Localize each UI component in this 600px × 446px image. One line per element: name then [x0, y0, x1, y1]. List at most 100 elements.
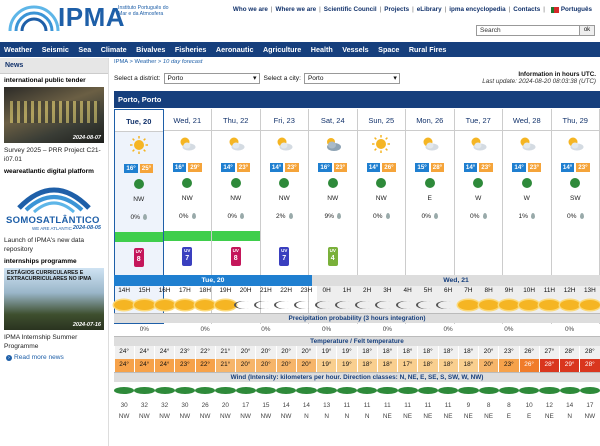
wind-arrow-icon	[133, 179, 144, 189]
hourly-day-row: Tue, 20 Wed, 21	[114, 275, 600, 286]
nav-agriculture[interactable]: Agriculture	[262, 45, 302, 54]
hourly-wind-dir: NW	[240, 413, 251, 420]
update-info: Information in hours UTC. Last update: 2…	[482, 71, 596, 85]
link-who-we-are[interactable]: Who we are	[232, 6, 268, 13]
search-ok-button[interactable]: ok	[579, 25, 595, 36]
hourly-wind-dir: NW	[118, 413, 130, 420]
news-image[interactable]: ESTÁGIOS CURRICULARES E EXTRACURRICULARE…	[4, 268, 104, 330]
hourly-wind-speed: 30	[181, 402, 189, 409]
hourly-wind-icon-cell	[134, 382, 155, 399]
nav-weather[interactable]: Weather	[4, 45, 33, 54]
hourly-weather-icon-cell	[539, 296, 560, 313]
day-name: Mon, 26	[406, 109, 454, 131]
temps-pair: 14° 23°	[503, 163, 551, 172]
news-image[interactable]: 2024-08-07	[4, 87, 104, 143]
news-heading[interactable]: internships programme	[4, 258, 77, 265]
hourly-wind-icon-cell	[255, 382, 276, 399]
hourly-precip-value	[215, 323, 235, 336]
temp-max: 23°	[527, 163, 542, 172]
hourly-weather-icon-cell	[276, 296, 296, 313]
hour-label: 18H	[199, 287, 211, 294]
nav-climate[interactable]: Climate	[100, 45, 127, 54]
wind-direction: E	[427, 195, 432, 202]
day-column[interactable]: Tue, 20 16° 25° NW 0% UV 8	[114, 109, 164, 324]
nav-fisheries[interactable]: Fisheries	[174, 45, 207, 54]
uv-index-bar	[212, 231, 260, 241]
nav-vessels[interactable]: Vessels	[342, 45, 369, 54]
hourly-wind-dir: NE	[423, 413, 433, 420]
nav-rural-fires[interactable]: Rural Fires	[408, 45, 447, 54]
precip-value: 0%	[372, 213, 383, 220]
moon-icon	[398, 301, 418, 309]
news-heading[interactable]: weareatlantic digital platform	[4, 168, 94, 175]
nav-sea[interactable]: Sea	[78, 45, 92, 54]
nav-bivalves[interactable]: Bivalves	[136, 45, 166, 54]
news-caption[interactable]: IPMA Internship Summer Programme	[4, 334, 78, 350]
hourly-wind-dir: NE	[463, 413, 473, 420]
hourly-wind-icon-cell	[417, 382, 438, 399]
nav-aeronautic[interactable]: Aeronautic	[215, 45, 254, 54]
hourly-wind-dir: NW	[584, 413, 596, 420]
temp-min: 16°	[172, 163, 187, 172]
main-nav: Weather Seismic Sea Climate Bivalves Fis…	[0, 42, 600, 57]
hourly-wind-speed: 17	[586, 402, 594, 409]
news-image[interactable]: SOMOSATLÂNTICO WE ARE ATLANTIC 2024-08-0…	[4, 178, 104, 233]
wind-arrow-icon	[327, 178, 338, 188]
read-more-label[interactable]: Read more news	[14, 354, 64, 361]
link-elibrary[interactable]: eLibrary	[416, 6, 442, 13]
wind-direction: NW	[230, 195, 242, 202]
hourly-precip-value	[296, 323, 316, 336]
district-select[interactable]: Porto	[163, 73, 260, 84]
precip-value: 0%	[130, 214, 141, 221]
news-caption[interactable]: Launch of IPMA's new data repository	[4, 237, 85, 253]
top-links: Who we are | Where we are | Scientific Cou…	[232, 6, 592, 13]
sun-icon	[539, 299, 560, 310]
hourly-wind-speed: 32	[161, 402, 169, 409]
hourly-temp-value: 23°	[175, 346, 195, 359]
link-contacts[interactable]: Contacts	[513, 6, 541, 13]
hourly-wind-dir: NW	[280, 413, 292, 420]
hour-label: 3H	[377, 286, 398, 296]
read-more-link[interactable]: › Read more news	[0, 352, 108, 363]
portugal-flag-icon[interactable]	[550, 6, 559, 13]
wind-arrow-icon	[336, 387, 357, 394]
hourly-wind-dir: NE	[382, 413, 392, 420]
wind-arrow-icon	[570, 178, 581, 188]
hourly-wind-speed: 15	[262, 402, 270, 409]
day-column[interactable]: Fri, 23 14° 23° NW 2% UV 7	[260, 109, 309, 324]
search-input[interactable]: Search	[476, 25, 588, 36]
hourly-precip-value	[580, 323, 600, 336]
breadcrumb-ipma[interactable]: IPMA	[114, 59, 128, 65]
news-heading[interactable]: international public tender	[4, 77, 86, 84]
link-where-we-are[interactable]: Where we are	[275, 6, 317, 13]
hourly-precip-value	[175, 323, 195, 336]
news-caption[interactable]: Survey 2025 – PRR Project C21-i07.01	[4, 147, 101, 163]
hourly-wind-icon-cell	[235, 382, 256, 399]
link-encyclopedia[interactable]: ipma encyclopedia	[449, 6, 506, 13]
logo-text[interactable]: IPMA	[58, 2, 125, 32]
day-column[interactable]: Thu, 22 14° 23° NW 0% UV 8	[212, 109, 261, 324]
hourly-wind-dir: N	[567, 413, 572, 420]
hourly-temp-value: 18°	[418, 346, 438, 359]
day-column[interactable]: Wed, 21 16° 29° NW 0% UV 7	[163, 109, 212, 324]
wind-arrow-icon	[174, 387, 195, 394]
hourly-weather-icon-cell	[215, 296, 236, 313]
precip-value: 0%	[421, 213, 432, 220]
link-scientific-council[interactable]: Scientific Council	[323, 6, 377, 13]
hourly-wind-speed: 8	[507, 402, 511, 409]
hourly-wind-speed: 14	[566, 402, 574, 409]
hourly-temp-value: 18°	[398, 346, 418, 359]
breadcrumb-weather[interactable]: Weather	[134, 59, 157, 65]
ipma-logo-icon[interactable]	[6, 3, 156, 35]
sun-icon	[215, 299, 236, 310]
nav-space[interactable]: Space	[378, 45, 400, 54]
hourly-precip-value	[398, 323, 418, 336]
hourly-wind-icon-cell	[478, 382, 499, 399]
nav-seismic[interactable]: Seismic	[41, 45, 69, 54]
link-portugues[interactable]: Português	[560, 6, 592, 13]
precip-value: 1%	[518, 213, 529, 220]
nav-health[interactable]: Health	[310, 45, 333, 54]
hour-label: 8H	[478, 286, 499, 296]
link-projects[interactable]: Projects	[384, 6, 410, 13]
city-select[interactable]: Porto	[303, 73, 400, 84]
